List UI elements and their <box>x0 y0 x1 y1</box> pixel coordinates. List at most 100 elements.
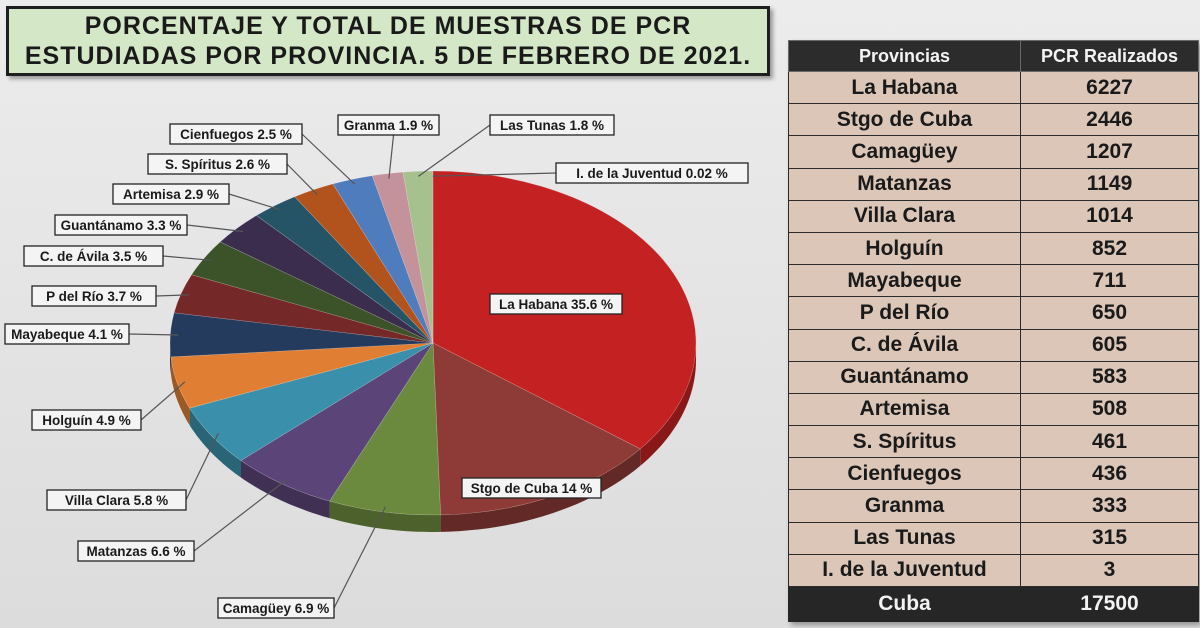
svg-text:Mayabeque 4.1 %: Mayabeque 4.1 % <box>11 327 123 342</box>
table-row: Las Tunas 315 <box>788 521 1199 555</box>
pcr-table: Provincias PCR Realizados La Habana 6227 S… <box>788 40 1199 622</box>
pcr-count-cell: 436 <box>1020 457 1199 491</box>
pie-label-stgo-de-cuba: Stgo de Cuba 14 % <box>461 477 602 499</box>
pie-label-matanzas: Matanzas 6.6 % <box>77 540 195 562</box>
province-name-cell: La Habana <box>788 70 1021 105</box>
pie-label-artemisa: Artemisa 2.9 % <box>112 183 230 205</box>
pie-side-matanzas <box>241 460 330 519</box>
pie-label-s-sp-ritus: S. Spíritus 2.6 % <box>147 153 288 175</box>
pie-label-las-tunas: Las Tunas 1.8 % <box>489 114 615 136</box>
pie-slice-c-de-vila <box>191 241 434 344</box>
leader-line <box>301 133 356 185</box>
province-name-cell: Granma <box>788 489 1021 523</box>
province-name-cell: I. de la Juventud <box>788 553 1021 588</box>
pcr-count-cell: 1149 <box>1020 167 1199 201</box>
svg-text:Stgo de Cuba 14 %: Stgo de Cuba 14 % <box>471 481 593 496</box>
pie-label-c-de-vila: C. de Ávila 3.5 % <box>23 245 164 267</box>
pie-slice-las-tunas <box>402 170 434 344</box>
pie-side-villa-clara <box>189 408 241 478</box>
pie-slice-guant-namo <box>219 215 434 344</box>
pcr-count-cell: 605 <box>1020 328 1199 362</box>
header-provincias: Provincias <box>788 40 1021 72</box>
pie-side-stgo-de-cuba <box>440 448 641 532</box>
table-row: Villa Clara 1014 <box>788 199 1199 233</box>
pie-label-holgu-n: Holguín 4.9 % <box>31 409 142 431</box>
total-value-cell: 17500 <box>1020 586 1199 622</box>
leader-line <box>228 193 280 211</box>
leader-line <box>333 506 386 609</box>
table-row: La Habana 6227 <box>788 70 1199 105</box>
header-pcr-realizados: PCR Realizados <box>1020 40 1199 72</box>
svg-text:La Habana 35.6 %: La Habana 35.6 % <box>499 297 613 312</box>
pie-side-walls <box>170 343 696 532</box>
pcr-count-cell: 650 <box>1020 296 1199 330</box>
province-name-cell: Mayabeque <box>788 264 1021 298</box>
table-row: P del Río 650 <box>788 296 1199 330</box>
leader-line <box>417 124 491 177</box>
pcr-count-cell: 508 <box>1020 392 1199 427</box>
table-row: Guantánamo 583 <box>788 360 1199 394</box>
total-label-cell: Cuba <box>788 586 1021 622</box>
table-row: C. de Ávila 605 <box>788 328 1199 362</box>
pie-slice-camag-ey <box>329 342 441 516</box>
svg-text:C. de Ávila 3.5 %: C. de Ávila 3.5 % <box>40 249 147 264</box>
pie-slice-p-del-r-o <box>173 274 434 344</box>
leader-line <box>388 134 395 179</box>
table-row: Granma 333 <box>788 489 1199 523</box>
chart-title-line-2: ESTUDIADAS POR PROVINCIA. 5 DE FEBRERO D… <box>24 42 752 70</box>
pcr-count-cell: 1207 <box>1020 135 1199 169</box>
table-body: La Habana 6227 Stgo de Cuba 2446 Camagüey 120… <box>788 70 1199 622</box>
province-name-cell: Artemisa <box>788 392 1021 427</box>
pie-label-mayabeque: Mayabeque 4.1 % <box>4 323 130 345</box>
svg-text:Matanzas 6.6 %: Matanzas 6.6 % <box>86 544 185 559</box>
pie-slice-villa-clara <box>189 342 434 461</box>
svg-text:I. de la Juventud 0.02 %: I. de la Juventud 0.02 % <box>576 166 728 181</box>
pie-slice-cienfuegos <box>332 175 434 344</box>
pcr-count-cell: 2446 <box>1020 103 1199 137</box>
province-name-cell: Matanzas <box>788 167 1021 201</box>
pie-label-villa-clara: Villa Clara 5.8 % <box>46 489 187 511</box>
pie-side-camag-ey <box>329 501 441 532</box>
pie-label-i-de-la-juventud: I. de la Juventud 0.02 % <box>555 162 749 184</box>
pcr-count-cell: 6227 <box>1020 70 1199 105</box>
svg-text:Villa Clara 5.8 %: Villa Clara 5.8 % <box>65 493 168 508</box>
pie-label-granma: Granma 1.9 % <box>337 114 440 136</box>
pcr-count-cell: 3 <box>1020 553 1199 588</box>
pcr-count-cell: 583 <box>1020 360 1199 394</box>
pie-side-mayabeque <box>170 343 171 374</box>
pcr-count-cell: 461 <box>1020 425 1199 459</box>
svg-text:P del Río 3.7 %: P del Río 3.7 % <box>46 289 142 304</box>
province-name-cell: C. de Ávila <box>788 328 1021 362</box>
svg-text:Camagüey 6.9 %: Camagüey 6.9 % <box>223 601 330 616</box>
chart-title-line-1: PORCENTAJE Y TOTAL DE MUESTRAS DE PCR <box>84 12 692 40</box>
pie-slice-artemisa <box>255 196 434 344</box>
table-row: Cienfuegos 436 <box>788 457 1199 491</box>
svg-text:Cienfuegos 2.5 %: Cienfuegos 2.5 % <box>180 127 292 142</box>
leader-line <box>155 294 189 297</box>
pie-slice-holgu-n <box>170 342 434 409</box>
province-name-cell: Guantánamo <box>788 360 1021 394</box>
pcr-count-cell: 315 <box>1020 521 1199 555</box>
leader-line <box>186 224 244 233</box>
table-total-row: Cuba 17500 <box>788 586 1199 622</box>
table-row: Mayabeque 711 <box>788 264 1199 298</box>
svg-text:Guantánamo 3.3 %: Guantánamo 3.3 % <box>61 218 182 233</box>
pie-slice-s-sp-ritus <box>294 183 434 344</box>
pie-label-la-habana: La Habana 35.6 % <box>489 293 623 315</box>
province-name-cell: Cienfuegos <box>788 457 1021 491</box>
table-row: I. de la Juventud 3 <box>788 553 1199 588</box>
svg-text:Granma 1.9 %: Granma 1.9 % <box>344 118 433 133</box>
pie-chart: La Habana 35.6 % Stgo de Cuba 14 % Camagüe… <box>4 114 749 619</box>
leader-line <box>162 255 212 261</box>
province-name-cell: S. Spíritus <box>788 425 1021 459</box>
leader-line <box>140 381 186 421</box>
table-row: Holguín 852 <box>788 231 1199 266</box>
pie-labels: La Habana 35.6 % Stgo de Cuba 14 % Camagüe… <box>4 114 749 619</box>
pie-leader-lines <box>128 124 557 609</box>
table-row: Camagüey 1207 <box>788 135 1199 169</box>
table-row: Matanzas 1149 <box>788 167 1199 201</box>
pie-label-cienfuegos: Cienfuegos 2.5 % <box>169 123 303 145</box>
svg-text:S. Spíritus 2.6 %: S. Spíritus 2.6 % <box>165 157 270 172</box>
province-name-cell: Villa Clara <box>788 199 1021 233</box>
pie-label-camag-ey: Camagüey 6.9 % <box>217 597 335 619</box>
